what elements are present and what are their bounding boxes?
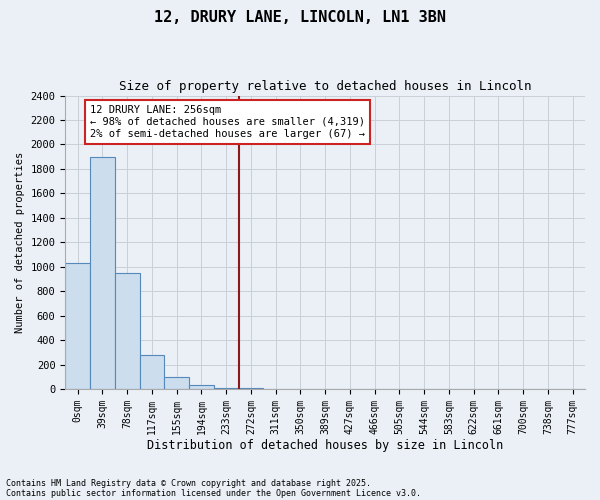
Bar — [214, 388, 239, 389]
Bar — [189, 386, 214, 389]
Bar — [239, 388, 263, 389]
Text: Contains HM Land Registry data © Crown copyright and database right 2025.: Contains HM Land Registry data © Crown c… — [6, 478, 371, 488]
Y-axis label: Number of detached properties: Number of detached properties — [15, 152, 25, 333]
Text: 12, DRURY LANE, LINCOLN, LN1 3BN: 12, DRURY LANE, LINCOLN, LN1 3BN — [154, 10, 446, 25]
Title: Size of property relative to detached houses in Lincoln: Size of property relative to detached ho… — [119, 80, 532, 93]
Text: Contains public sector information licensed under the Open Government Licence v3: Contains public sector information licen… — [6, 488, 421, 498]
Bar — [115, 273, 140, 389]
Bar — [140, 354, 164, 389]
Bar — [65, 263, 90, 389]
X-axis label: Distribution of detached houses by size in Lincoln: Distribution of detached houses by size … — [147, 440, 503, 452]
Bar — [164, 376, 189, 389]
Bar — [90, 156, 115, 389]
Text: 12 DRURY LANE: 256sqm
← 98% of detached houses are smaller (4,319)
2% of semi-de: 12 DRURY LANE: 256sqm ← 98% of detached … — [90, 106, 365, 138]
